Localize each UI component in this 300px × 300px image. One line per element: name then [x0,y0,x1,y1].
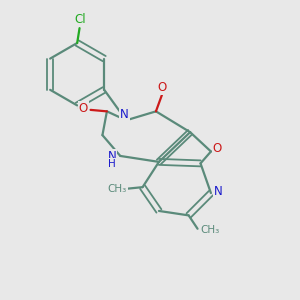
Text: O: O [79,102,88,115]
Text: N: N [214,185,223,198]
Text: CH₃: CH₃ [108,184,127,194]
Text: O: O [213,142,222,155]
Text: Cl: Cl [74,13,86,26]
Text: N: N [108,150,116,163]
Text: CH₃: CH₃ [200,225,220,235]
Text: O: O [158,81,167,94]
Text: H: H [108,159,116,169]
Text: N: N [120,108,129,122]
